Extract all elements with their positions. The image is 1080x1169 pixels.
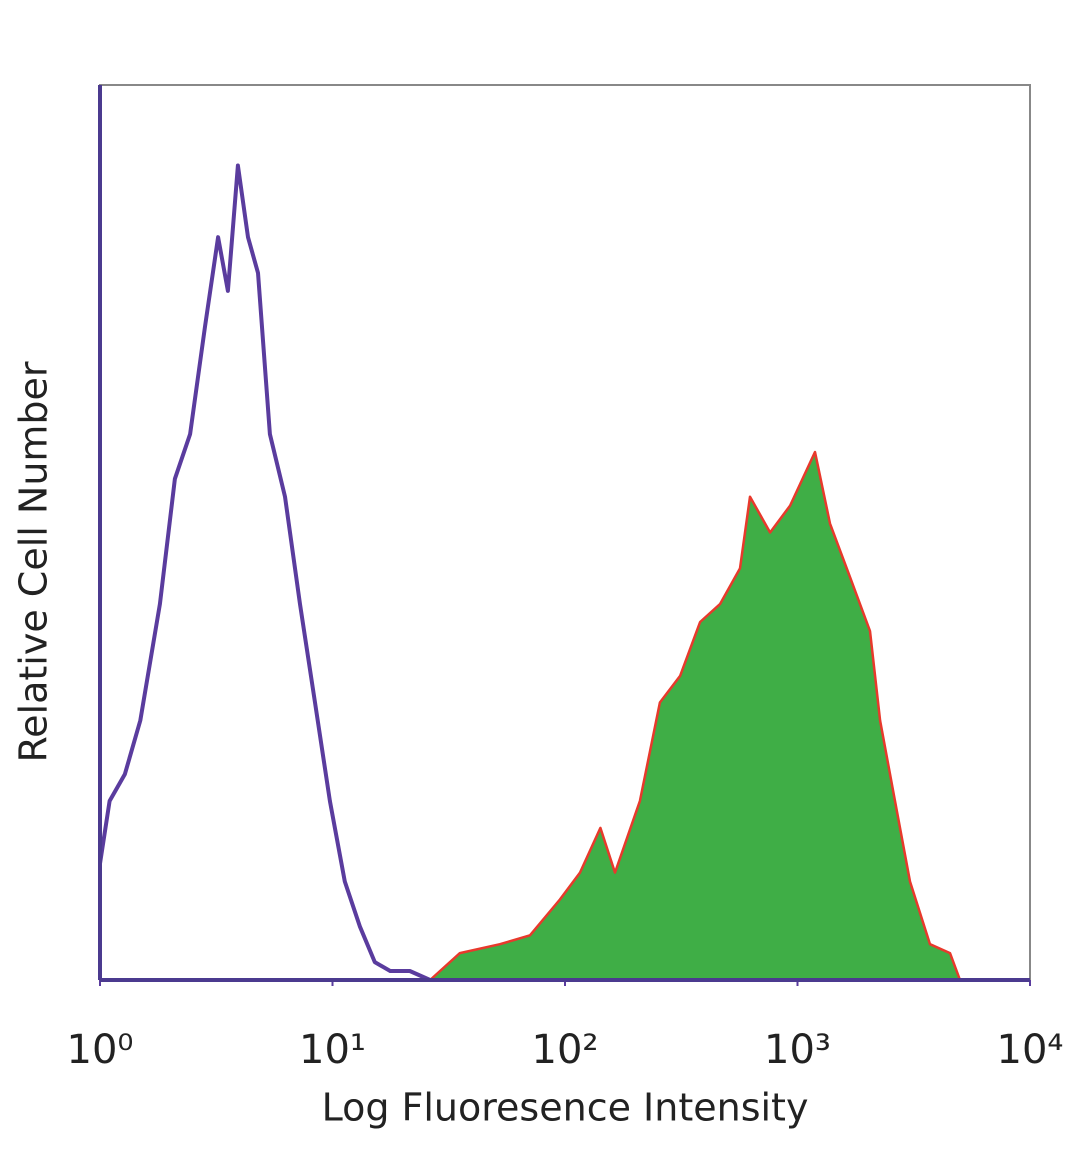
- x-axis-label: Log Fluoresence Intensity: [322, 1086, 809, 1130]
- histogram-area: [428, 450, 962, 982]
- x-tick-label: 10²: [532, 1027, 599, 1073]
- x-tick-label: 10⁴: [997, 1027, 1064, 1073]
- x-tick-label: 10¹: [299, 1027, 366, 1073]
- x-tick-label: 10³: [764, 1027, 831, 1073]
- y-axis-label: Relative Cell Number: [12, 361, 56, 762]
- histogram-line: [98, 163, 431, 982]
- x-tick-label: 10⁰: [67, 1027, 134, 1073]
